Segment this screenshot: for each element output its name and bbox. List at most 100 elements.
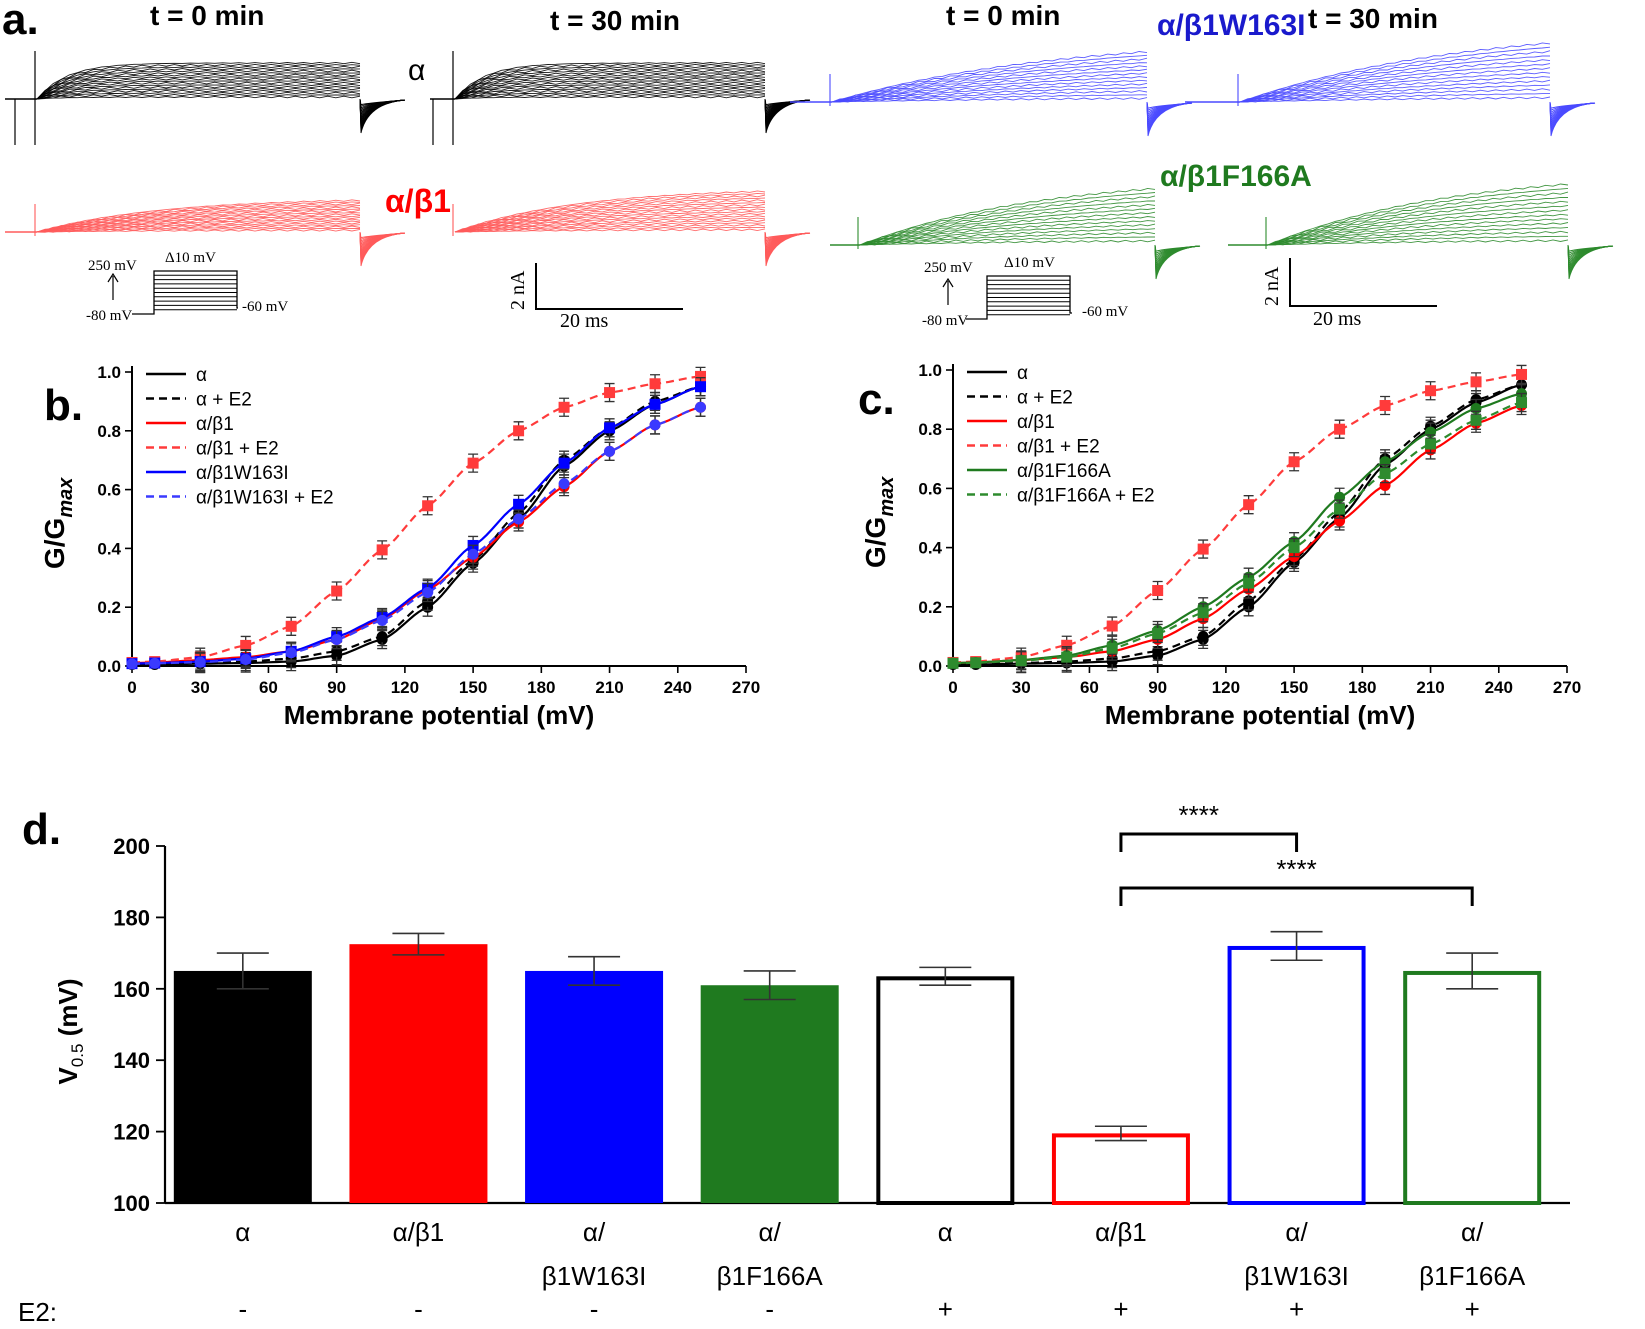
current-trace bbox=[831, 62, 1148, 103]
y-axis-title-sub: max bbox=[876, 476, 898, 517]
category-label: α/ bbox=[1285, 1217, 1308, 1247]
data-point bbox=[240, 654, 252, 666]
current-trace bbox=[454, 85, 766, 100]
current-trace bbox=[36, 69, 361, 100]
protocol-step-label: Δ10 mV bbox=[165, 250, 216, 266]
legend-label: α/β1 bbox=[196, 414, 234, 435]
current-trace bbox=[454, 212, 766, 233]
current-trace bbox=[831, 86, 1148, 103]
current-trace bbox=[1239, 59, 1551, 103]
data-point bbox=[1288, 456, 1300, 468]
current-trace bbox=[859, 195, 1156, 246]
data-point bbox=[1106, 620, 1118, 632]
error-bar bbox=[216, 952, 269, 990]
data-point bbox=[649, 398, 661, 410]
error-bar bbox=[1270, 930, 1323, 962]
current-trace bbox=[36, 85, 361, 100]
x-tick-label: 60 bbox=[1080, 678, 1099, 697]
current-trace bbox=[36, 68, 361, 100]
y-tick-label: 160 bbox=[113, 977, 150, 1002]
error-bar bbox=[743, 970, 796, 1001]
data-point bbox=[1061, 651, 1073, 663]
x-tick-label: 210 bbox=[595, 678, 623, 697]
trace-block bbox=[1228, 183, 1614, 280]
current-trace bbox=[1267, 191, 1569, 246]
current-trace bbox=[454, 81, 766, 100]
protocol-arrow bbox=[107, 272, 119, 300]
current-trace bbox=[454, 76, 766, 100]
x-tick-label: 210 bbox=[1416, 678, 1444, 697]
data-point bbox=[558, 457, 570, 469]
data-point bbox=[1106, 642, 1118, 654]
current-trace bbox=[454, 87, 766, 100]
current-trace bbox=[36, 95, 361, 100]
x-tick-label: 90 bbox=[1148, 678, 1167, 697]
current-trace bbox=[36, 227, 361, 233]
current-trace bbox=[1267, 209, 1569, 246]
current-trace bbox=[831, 72, 1148, 103]
x-tick-label: 270 bbox=[732, 678, 760, 697]
data-point bbox=[422, 587, 434, 598]
x-tick-label: 90 bbox=[327, 678, 346, 697]
e2-sign: + bbox=[938, 1294, 953, 1324]
bar bbox=[876, 976, 1015, 1205]
data-point bbox=[1152, 585, 1164, 597]
x-tick-label: 120 bbox=[1212, 678, 1240, 697]
y-axis-title-v: V bbox=[53, 1067, 83, 1085]
category-label: α/ bbox=[1461, 1217, 1484, 1247]
trace-block bbox=[430, 51, 811, 145]
category-label: α/ bbox=[583, 1217, 606, 1247]
bar bbox=[1227, 945, 1366, 1206]
category-label: α bbox=[235, 1217, 250, 1247]
legend-label: α/β1 + E2 bbox=[1017, 437, 1100, 458]
data-point bbox=[1197, 607, 1209, 619]
x-axis-title: Membrane potential (mV) bbox=[1105, 700, 1416, 730]
current-trace bbox=[36, 208, 361, 233]
bar bbox=[173, 970, 312, 1203]
data-point bbox=[1061, 639, 1073, 651]
x-tick-label: 180 bbox=[527, 678, 555, 697]
current-trace bbox=[1267, 230, 1569, 246]
tail-current bbox=[359, 98, 406, 134]
x-tick-label: 150 bbox=[1280, 678, 1308, 697]
current-trace bbox=[859, 187, 1156, 246]
y-tick-label: 0.8 bbox=[97, 422, 121, 441]
e2-sign: + bbox=[1289, 1294, 1304, 1324]
significance-label: **** bbox=[1276, 854, 1316, 884]
current-trace bbox=[454, 215, 766, 233]
panel-c-letter: c. bbox=[858, 375, 895, 424]
panel-a: a. t = 0 min t = 30 min t = 0 min t = 30… bbox=[2, 0, 1614, 332]
current-trace bbox=[1267, 204, 1569, 246]
current-trace bbox=[454, 217, 766, 233]
data-point bbox=[695, 401, 707, 413]
current-trace bbox=[1267, 196, 1569, 246]
current-trace bbox=[454, 80, 766, 100]
tail-current bbox=[764, 231, 811, 267]
y-tick-label: 1.0 bbox=[97, 363, 121, 382]
x-tick-label: 30 bbox=[1012, 678, 1031, 697]
current-trace bbox=[859, 216, 1156, 246]
data-point bbox=[331, 634, 343, 646]
current-trace bbox=[1239, 50, 1551, 103]
data-point bbox=[1425, 385, 1437, 397]
protocol-hold-label: -80 mV bbox=[86, 308, 132, 324]
current-trace bbox=[454, 63, 766, 100]
current-trace bbox=[36, 65, 361, 100]
current-trace bbox=[831, 82, 1148, 103]
current-trace bbox=[1239, 63, 1551, 103]
current-trace bbox=[454, 202, 766, 233]
current-trace bbox=[36, 72, 361, 100]
current-trace bbox=[859, 220, 1156, 246]
current-trace bbox=[831, 79, 1148, 103]
current-trace bbox=[1267, 239, 1569, 246]
data-point bbox=[285, 647, 297, 659]
current-trace bbox=[831, 57, 1148, 103]
y-tick-label: 0.8 bbox=[918, 420, 942, 439]
protocol-steps bbox=[132, 270, 238, 315]
series-line bbox=[953, 392, 1522, 665]
current-trace bbox=[1239, 46, 1551, 103]
current-trace bbox=[454, 206, 766, 233]
tail-current bbox=[1549, 101, 1596, 137]
panel-b-letter: b. bbox=[44, 381, 83, 430]
